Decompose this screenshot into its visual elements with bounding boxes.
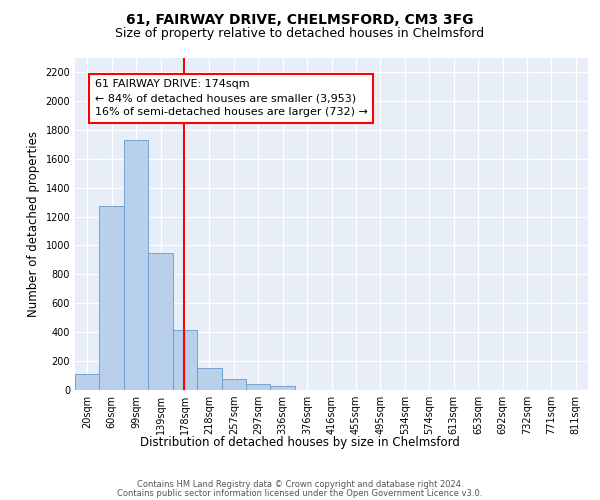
Bar xyxy=(148,252,173,390)
Bar xyxy=(124,140,148,390)
Text: Contains public sector information licensed under the Open Government Licence v3: Contains public sector information licen… xyxy=(118,488,482,498)
Text: 61, FAIRWAY DRIVE, CHELMSFORD, CM3 3FG: 61, FAIRWAY DRIVE, CHELMSFORD, CM3 3FG xyxy=(126,12,474,26)
Bar xyxy=(246,384,271,390)
Bar xyxy=(197,368,221,390)
Text: Contains HM Land Registry data © Crown copyright and database right 2024.: Contains HM Land Registry data © Crown c… xyxy=(137,480,463,489)
Bar xyxy=(173,330,197,390)
Bar xyxy=(221,379,246,390)
Bar xyxy=(271,386,295,390)
Bar xyxy=(75,374,100,390)
Text: Distribution of detached houses by size in Chelmsford: Distribution of detached houses by size … xyxy=(140,436,460,449)
Bar xyxy=(100,206,124,390)
Text: 61 FAIRWAY DRIVE: 174sqm
← 84% of detached houses are smaller (3,953)
16% of sem: 61 FAIRWAY DRIVE: 174sqm ← 84% of detach… xyxy=(95,79,367,117)
Y-axis label: Number of detached properties: Number of detached properties xyxy=(27,130,40,317)
Text: Size of property relative to detached houses in Chelmsford: Size of property relative to detached ho… xyxy=(115,28,485,40)
